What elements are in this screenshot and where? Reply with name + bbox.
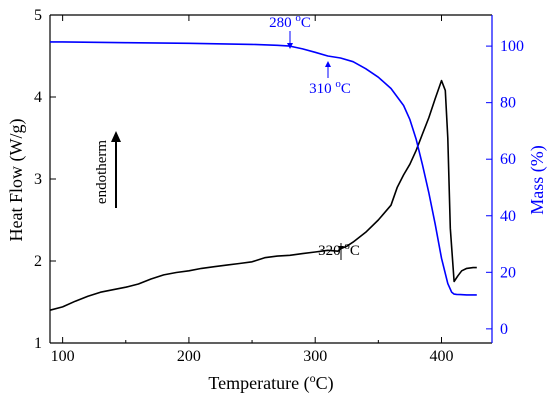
y-axis-left-title: Heat Flow (W/g)	[6, 119, 27, 242]
x-tick-label-100: 100	[51, 348, 75, 365]
x-axis-title: Temperature (oC)	[208, 371, 333, 394]
x-ticks: 100 200 300 400	[51, 15, 453, 365]
endotherm-annotation: endotherm	[94, 131, 121, 208]
y-right-tick-label-20: 20	[500, 264, 516, 281]
y-right-tick-label-0: 0	[500, 321, 508, 338]
annotation-310: 310 oC	[309, 61, 351, 97]
svg-text:310 oC: 310 oC	[309, 78, 351, 97]
x-axis-title-sup: o	[310, 371, 316, 385]
annotation-310-sup: o	[335, 78, 341, 90]
y-ticks-left: 1 2 3 4 5	[34, 7, 56, 352]
annotation-310-pre: 310	[309, 81, 335, 97]
annotation-280-sup: o	[295, 12, 301, 24]
svg-text:320 oC: 320 oC	[318, 240, 360, 259]
y-ticks-right: 0 20 40 60 80 100	[486, 38, 524, 338]
annotation-320-sup: o	[344, 240, 350, 252]
annotation-320-pre: 320	[318, 243, 344, 259]
y-right-tick-label-40: 40	[500, 208, 516, 225]
endotherm-label: endotherm	[94, 140, 110, 204]
y-right-tick-label-80: 80	[500, 95, 516, 112]
heat-flow-line	[49, 79, 477, 311]
y-left-tick-label-2: 2	[34, 253, 42, 270]
endotherm-arrowhead	[111, 131, 121, 142]
annotation-280-post: C	[301, 15, 311, 31]
y-left-tick-label-3: 3	[34, 171, 42, 188]
x-axis-title-post: C)	[316, 373, 334, 394]
annotation-320-post: C	[350, 243, 360, 259]
annotation-310-arrowhead	[325, 61, 331, 67]
y-left-tick-label-5: 5	[34, 7, 42, 24]
annotation-280: 280 oC	[269, 12, 311, 49]
annotation-310-post: C	[341, 81, 351, 97]
series-layer	[49, 41, 477, 311]
y-left-tick-label-1: 1	[34, 335, 42, 352]
mass-line	[50, 41, 477, 296]
x-tick-label-300: 300	[303, 348, 327, 365]
y-right-tick-label-100: 100	[500, 38, 524, 55]
x-axis-title-pre: Temperature (	[208, 373, 309, 394]
annotation-320: 320 oC	[318, 240, 360, 260]
x-tick-label-200: 200	[177, 348, 201, 365]
x-tick-label-400: 400	[429, 348, 453, 365]
y-right-tick-label-60: 60	[500, 151, 516, 168]
annotation-280-arrowhead	[287, 43, 293, 49]
y-axis-right-title: Mass (%)	[527, 145, 548, 215]
annotation-320-arrowhead	[338, 246, 344, 250]
annotation-280-pre: 280	[269, 15, 295, 31]
svg-text:280 oC: 280 oC	[269, 12, 311, 31]
y-left-tick-label-4: 4	[34, 89, 42, 106]
